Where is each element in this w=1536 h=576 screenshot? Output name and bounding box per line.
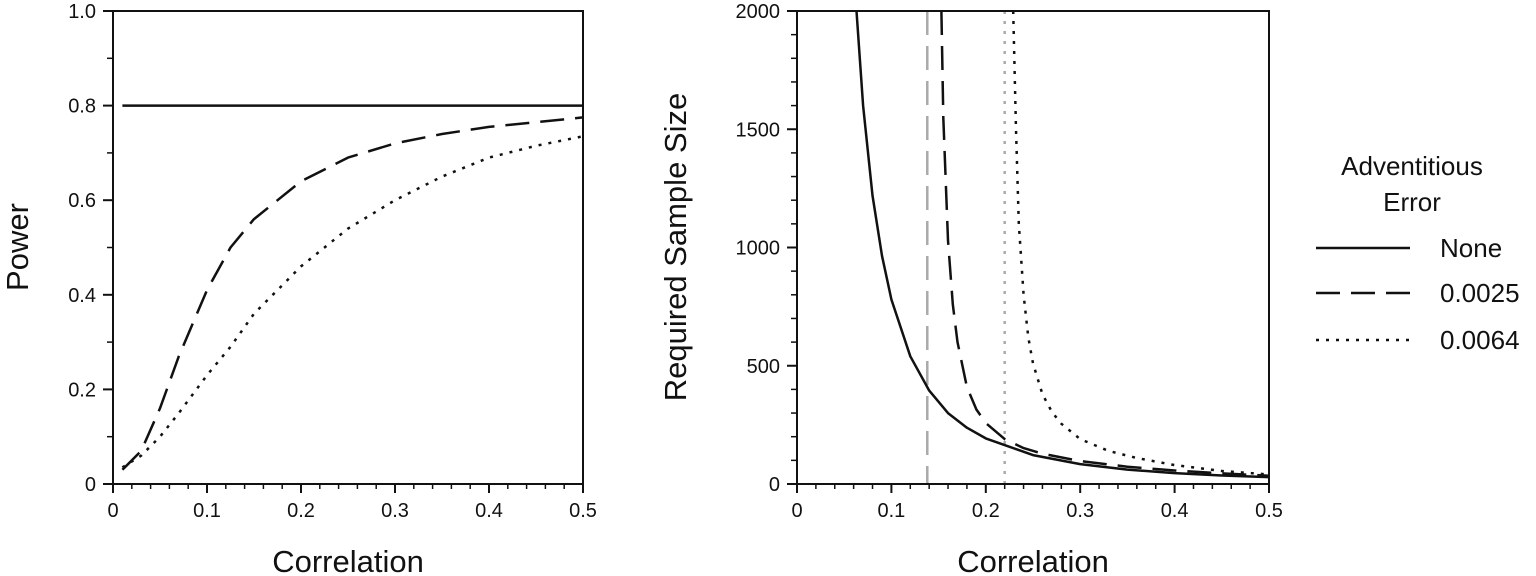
sample-size-x-tick-label: 0 <box>791 500 802 522</box>
power-series-0.0064 <box>121 135 583 469</box>
power-x-axis-title: Correlation <box>272 544 424 576</box>
power-plot-frame <box>112 10 584 485</box>
power-y-axis-title: Power <box>0 203 35 291</box>
sample-size-series-0.0025 <box>940 11 1269 477</box>
power-x-tick-label: 0.1 <box>193 500 221 522</box>
sample-size-y-tick-label: 0 <box>769 474 780 496</box>
power-series-0.0025 <box>121 116 583 471</box>
sample-size-y-tick-label: 500 <box>747 356 780 378</box>
sample-size-x-tick-label: 0.2 <box>972 500 1000 522</box>
legend-title-line-2: Error <box>1383 187 1441 217</box>
legend-label-none: None <box>1440 233 1502 263</box>
power-x-tick-label: 0 <box>107 500 118 522</box>
sample-size-series-group <box>855 11 1269 484</box>
sample-size-y-tick-label: 1500 <box>736 119 781 141</box>
power-y-tick-label: 0 <box>85 474 96 496</box>
power-chart: 0 0.1 0.2 0.3 0.4 0.5 0 0.2 0.4 0.6 0.8 1.0 Correla… <box>0 1 597 576</box>
sample-size-series-0.0064 <box>1011 11 1269 476</box>
sample-size-y-tick-label: 2000 <box>736 1 781 23</box>
legend-label-0.0025: 0.0025 <box>1440 278 1520 308</box>
sample-size-x-axis-title: Correlation <box>957 544 1109 576</box>
power-x-tick-label: 0.2 <box>287 500 315 522</box>
sample-size-y-axis-title: Required Sample Size <box>658 93 693 401</box>
legend-label-0.0064: 0.0064 <box>1440 325 1520 355</box>
power-ticks: 0 0.1 0.2 0.3 0.4 0.5 0 0.2 0.4 0.6 0.8 1.0 <box>68 1 597 522</box>
legend-title-line-1: Adventitious <box>1341 151 1483 181</box>
sample-size-plot-frame <box>796 10 1270 485</box>
sample-size-ticks: 0 0.1 0.2 0.3 0.4 0.5 0 500 1000 1500 2000 <box>736 1 1283 522</box>
power-x-tick-label: 0.3 <box>381 500 409 522</box>
sample-size-x-tick-label: 0.1 <box>877 500 905 522</box>
power-y-tick-label: 0.4 <box>68 285 96 307</box>
sample-size-series-None <box>855 11 1269 479</box>
sample-size-chart: 0 0.1 0.2 0.3 0.4 0.5 0 500 1000 1500 2000 Correla… <box>658 1 1283 576</box>
sample-size-x-tick-label: 0.3 <box>1066 500 1094 522</box>
power-y-tick-label: 1.0 <box>68 1 96 23</box>
power-y-tick-label: 0.2 <box>68 379 96 401</box>
power-x-tick-label: 0.5 <box>569 500 597 522</box>
power-x-tick-label: 0.4 <box>475 500 503 522</box>
power-series-group <box>121 104 583 471</box>
power-y-tick-label: 0.6 <box>68 190 96 212</box>
sample-size-y-tick-label: 1000 <box>736 238 781 260</box>
sample-size-x-tick-label: 0.4 <box>1161 500 1189 522</box>
sample-size-x-tick-label: 0.5 <box>1255 500 1283 522</box>
legend: Adventitious Error None 0.0025 0.0064 <box>1316 151 1520 355</box>
power-y-tick-label: 0.8 <box>68 96 96 118</box>
